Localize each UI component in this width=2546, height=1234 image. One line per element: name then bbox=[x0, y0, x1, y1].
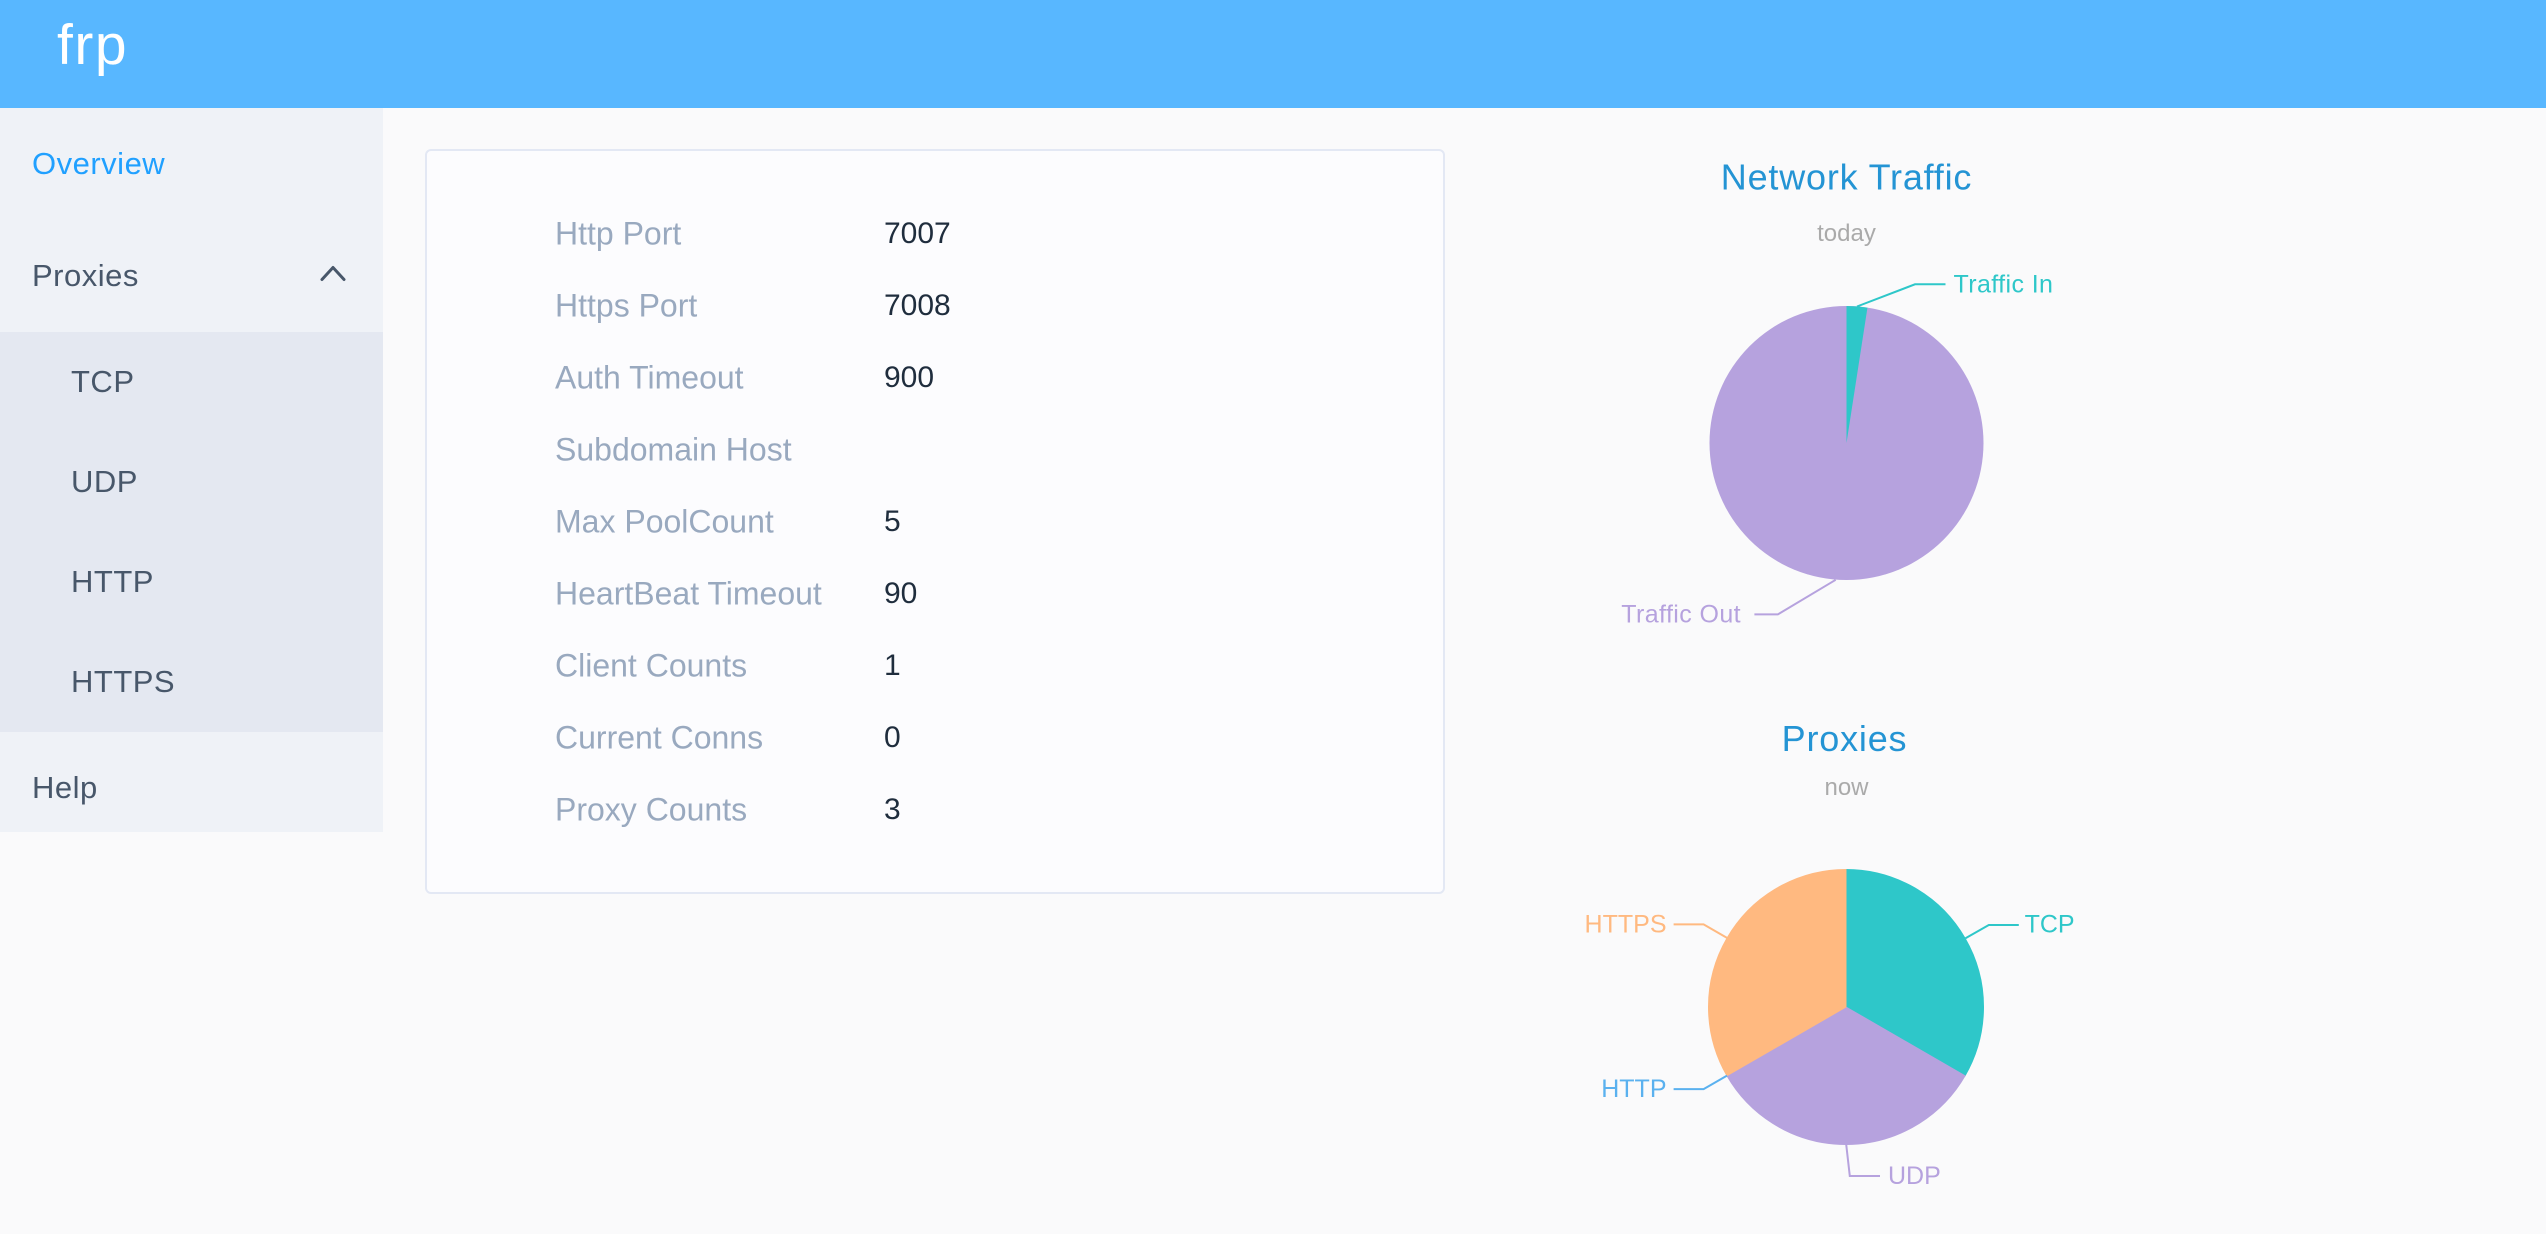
svg-text:Traffic Out: Traffic Out bbox=[1621, 600, 1741, 628]
svg-text:Proxies: Proxies bbox=[1782, 718, 1908, 759]
svg-text:HTTP: HTTP bbox=[1601, 1075, 1666, 1103]
svg-text:HTTPS: HTTPS bbox=[1585, 910, 1667, 938]
svg-text:Traffic In: Traffic In bbox=[1954, 270, 2054, 298]
svg-text:now: now bbox=[1824, 774, 1869, 801]
svg-text:TCP: TCP bbox=[2025, 911, 2075, 939]
svg-text:today: today bbox=[1817, 220, 1876, 247]
svg-text:Network Traffic: Network Traffic bbox=[1721, 157, 1972, 198]
svg-text:UDP: UDP bbox=[1888, 1162, 1941, 1190]
